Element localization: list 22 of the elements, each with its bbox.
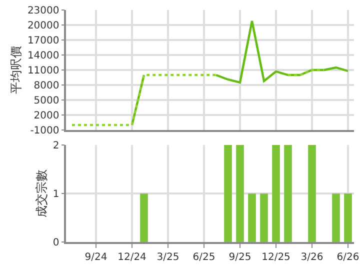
y-tick-label: 2 — [52, 140, 60, 152]
y-tick-label: 14000 — [27, 50, 60, 62]
y-tick-label: 1 — [52, 189, 60, 200]
x-tick-label: 6/25 — [192, 252, 216, 263]
x-tick-label: 3/25 — [156, 252, 180, 263]
y-tick-label: 8000 — [34, 80, 60, 92]
y-tick-label: -1000 — [30, 126, 60, 136]
y-tick-label: 5000 — [34, 96, 60, 106]
y-tick-label: 2000 — [34, 110, 60, 122]
y-tick-label: 11000 — [27, 66, 60, 76]
x-tick-label: 12/24 — [118, 252, 146, 263]
x-tick-label: 9/24 — [84, 252, 108, 263]
y-axis-title: 平均呎價 — [9, 46, 24, 94]
y-tick-label: 23000 — [27, 6, 60, 16]
x-tick-label: 3/26 — [300, 252, 324, 263]
x-tick-label: 12/25 — [262, 252, 290, 263]
y-tick-label: 0 — [52, 238, 60, 248]
y-tick-label: 17000 — [27, 36, 60, 46]
x-tick-label: 9/25 — [228, 252, 252, 263]
y-axis-title: 成交宗數 — [34, 170, 49, 218]
x-tick-label: 6/26 — [336, 252, 360, 263]
y-tick-label: 20000 — [27, 20, 60, 32]
